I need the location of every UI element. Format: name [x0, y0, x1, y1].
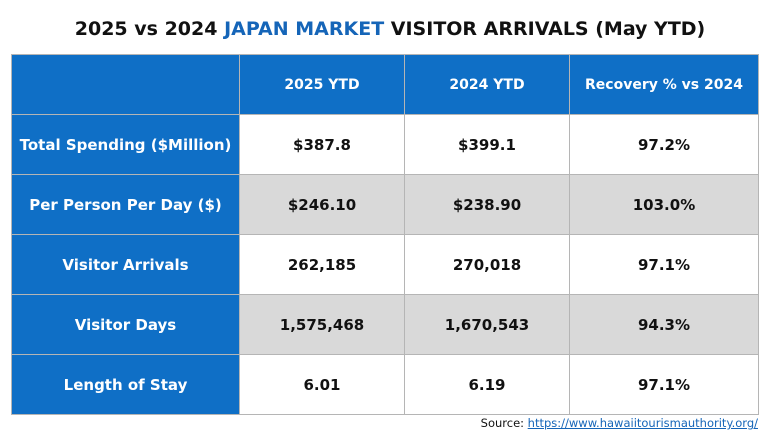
visitor-arrivals-table: 2025 YTD 2024 YTD Recovery % vs 2024 Tot…	[11, 54, 759, 415]
header-corner-cell	[11, 54, 240, 115]
cell-2024: 270,018	[404, 234, 570, 295]
table-row: Length of Stay 6.01 6.19 97.1%	[11, 354, 759, 415]
cell-2025: $387.8	[239, 114, 405, 175]
row-label: Total Spending ($Million)	[11, 114, 240, 175]
title-suffix: VISITOR ARRIVALS (May YTD)	[384, 18, 706, 40]
cell-recovery: 103.0%	[569, 174, 759, 235]
table-row: Visitor Arrivals 262,185 270,018 97.1%	[11, 234, 759, 295]
table-row: Visitor Days 1,575,468 1,670,543 94.3%	[11, 294, 759, 355]
source-link[interactable]: https://www.hawaiitourismauthority.org/	[527, 416, 758, 430]
cell-recovery: 97.2%	[569, 114, 759, 175]
header-2025-ytd: 2025 YTD	[239, 54, 405, 115]
source-prefix: Source:	[480, 416, 528, 430]
cell-2024: $238.90	[404, 174, 570, 235]
table-row: Total Spending ($Million) $387.8 $399.1 …	[11, 114, 759, 175]
title-prefix: 2025 vs 2024	[74, 18, 225, 40]
table-row: Per Person Per Day ($) $246.10 $238.90 1…	[11, 174, 759, 235]
cell-2024: $399.1	[404, 114, 570, 175]
page-title: 2025 vs 2024 JAPAN MARKET VISITOR ARRIVA…	[0, 18, 780, 40]
cell-2024: 1,670,543	[404, 294, 570, 355]
cell-recovery: 97.1%	[569, 354, 759, 415]
cell-recovery: 97.1%	[569, 234, 759, 295]
row-label: Length of Stay	[11, 354, 240, 415]
cell-recovery: 94.3%	[569, 294, 759, 355]
row-label: Visitor Days	[11, 294, 240, 355]
cell-2025: $246.10	[239, 174, 405, 235]
row-label: Visitor Arrivals	[11, 234, 240, 295]
header-recovery: Recovery % vs 2024	[569, 54, 759, 115]
row-label: Per Person Per Day ($)	[11, 174, 240, 235]
title-accent: JAPAN MARKET	[224, 18, 385, 40]
cell-2025: 262,185	[239, 234, 405, 295]
cell-2025: 6.01	[239, 354, 405, 415]
table-header-row: 2025 YTD 2024 YTD Recovery % vs 2024	[11, 54, 759, 115]
cell-2024: 6.19	[404, 354, 570, 415]
header-2024-ytd: 2024 YTD	[404, 54, 570, 115]
cell-2025: 1,575,468	[239, 294, 405, 355]
source-note: Source: https://www.hawaiitourismauthori…	[481, 416, 758, 430]
